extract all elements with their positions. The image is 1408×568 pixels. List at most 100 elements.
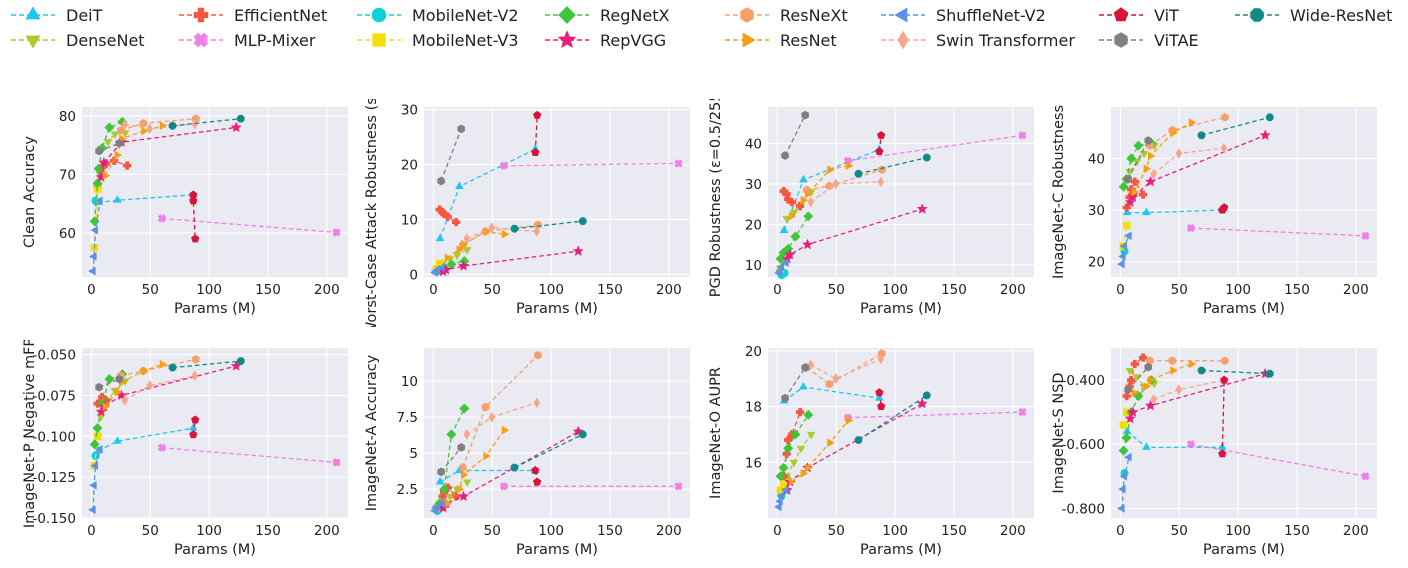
data-point-densenet xyxy=(1125,368,1135,376)
series-line-mlp-mixer xyxy=(847,411,1023,419)
chart-legend: DeiT DenseNet EfficientNet MLP-Mixer MobileN… xyxy=(0,0,1408,56)
data-point-resnext xyxy=(139,119,148,128)
data-point-shufflenet-v2 xyxy=(1118,484,1126,494)
legend-label: ViTAE xyxy=(1154,30,1199,50)
data-point-mlp-mixer xyxy=(1186,440,1196,449)
data-point-swin-transformer xyxy=(832,178,839,190)
chart-panel-1: 0 50 100 150 200 60 70 80 Params (M) Clean Accura… xyxy=(22,107,348,317)
data-point-resnext xyxy=(878,165,886,175)
series-vitae xyxy=(437,443,465,477)
x-tick-label: 50 xyxy=(142,282,159,298)
series-vit xyxy=(1218,375,1229,458)
legend-label: ResNeXt xyxy=(780,5,848,25)
data-point-mlp-mixer xyxy=(1018,407,1027,417)
legend-marker-efficientnet xyxy=(179,7,223,23)
data-point-resnext xyxy=(534,220,542,230)
legend-item-resnext: ResNeXt xyxy=(724,4,848,26)
y-tick-label: 20 xyxy=(401,158,418,174)
data-point-wide-resnet xyxy=(236,357,245,365)
data-point-resnet xyxy=(1148,151,1156,161)
y-tick-label: 5 xyxy=(409,446,418,462)
data-point-regnetx xyxy=(459,403,470,414)
data-point-vit xyxy=(531,148,540,157)
chart-panel-7: 0 50 100 150 200 16 18 20 Params (M) ImageNet-O A… xyxy=(708,344,1034,558)
legend-item-shufflenet-v2: ShuffleNet-V2 xyxy=(880,4,1046,26)
data-point-swin-transformer xyxy=(832,373,839,385)
series-line-mlp-mixer xyxy=(503,162,679,167)
series-line-vitae xyxy=(440,446,462,473)
data-point-mobilenet-v3 xyxy=(1123,221,1131,230)
data-point-deit xyxy=(113,195,122,203)
data-point-mlp-mixer xyxy=(674,482,683,491)
data-point-swin-transformer xyxy=(1175,384,1182,396)
x-tick-label: 150 xyxy=(1284,523,1310,539)
data-point-mlp-mixer xyxy=(157,214,167,223)
data-point-resnet xyxy=(102,402,111,412)
x-tick-label: 200 xyxy=(656,523,682,539)
series-line-wide-resnet xyxy=(514,220,583,230)
data-point-wide-resnet xyxy=(1197,131,1206,140)
x-tick-label: 0 xyxy=(773,282,782,298)
data-point-vit xyxy=(875,147,884,156)
data-point-repvgg xyxy=(230,121,242,133)
data-point-shufflenet-v2 xyxy=(1117,504,1125,513)
data-point-swin-transformer xyxy=(1150,168,1157,180)
x-axis-label: Params (M) xyxy=(860,301,942,317)
data-point-mlp-mixer xyxy=(332,458,341,467)
series-wide-resnet xyxy=(854,391,931,444)
data-point-deit xyxy=(799,174,808,183)
data-point-efficientnet xyxy=(787,197,796,207)
series-vitae xyxy=(1124,362,1152,395)
series-wide-resnet xyxy=(510,430,587,472)
chart-panel-5: 0 50 100 150 200 -0.150 -0.125 -0.100 -0.075 -0.0… xyxy=(22,340,348,558)
data-point-resnet xyxy=(456,484,465,494)
series-swin-transformer xyxy=(1150,142,1227,180)
legend-item-resnet: ResNet xyxy=(724,29,837,51)
data-point-regnetx xyxy=(439,484,450,495)
plot-area xyxy=(82,348,348,518)
y-tick-label: 60 xyxy=(59,226,76,242)
data-point-resnext xyxy=(481,402,490,412)
data-point-repvgg xyxy=(1145,175,1156,187)
data-point-efficientnet xyxy=(443,212,452,221)
series-line-resnext xyxy=(462,354,539,468)
data-point-resnet xyxy=(159,360,168,369)
series-line-resnext xyxy=(1149,116,1226,147)
series-shufflenet-v2 xyxy=(774,485,789,512)
data-point-shufflenet-v2 xyxy=(776,491,784,500)
y-tick-label: 30 xyxy=(1088,203,1105,219)
x-tick-label: 150 xyxy=(255,282,281,298)
data-point-shufflenet-v2 xyxy=(1124,231,1132,241)
data-point-vit xyxy=(191,234,200,243)
series-line-vitae xyxy=(784,367,806,399)
x-tick-label: 200 xyxy=(1000,523,1026,539)
series-repvgg xyxy=(781,203,928,264)
data-point-swin-transformer xyxy=(121,394,128,406)
series-vitae xyxy=(1124,136,1152,184)
x-tick-label: 0 xyxy=(773,523,782,539)
data-point-vitae xyxy=(1144,136,1152,145)
data-point-mlp-mixer xyxy=(499,161,509,170)
data-point-vitae xyxy=(115,374,123,384)
data-point-wide-resnet xyxy=(236,114,245,123)
series-wide-resnet xyxy=(854,153,931,178)
series-efficientnet xyxy=(1122,353,1148,401)
data-point-efficientnet xyxy=(123,161,132,170)
legend-marker-deit xyxy=(11,6,55,20)
series-line-mlp-mixer xyxy=(161,447,337,464)
y-tick-label: 20 xyxy=(1088,255,1105,271)
series-resnet xyxy=(1131,118,1197,197)
data-point-resnet xyxy=(1188,118,1197,127)
series-regnetx xyxy=(89,116,128,227)
data-point-regnetx xyxy=(104,122,115,133)
legend-item-mobilenet-v3: MobileNet-V3 xyxy=(356,29,519,51)
data-point-regnetx xyxy=(803,211,814,222)
data-point-efficientnet xyxy=(795,202,805,211)
data-point-mlp-mixer xyxy=(499,482,509,491)
data-point-swin-transformer xyxy=(807,359,814,371)
data-point-shufflenet-v2 xyxy=(775,497,783,506)
data-point-wide-resnet xyxy=(510,224,519,233)
legend-item-efficientnet: EfficientNet xyxy=(178,4,327,26)
data-point-shufflenet-v2 xyxy=(89,252,97,261)
series-shufflenet-v2 xyxy=(430,263,445,277)
